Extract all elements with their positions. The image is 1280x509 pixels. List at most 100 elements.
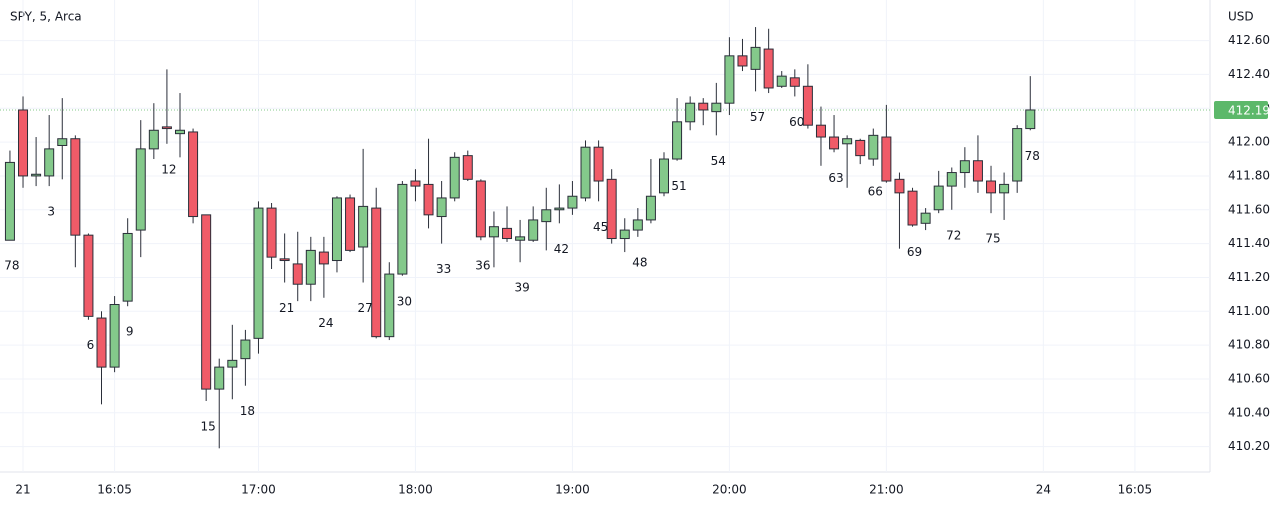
candle-body — [619, 229, 630, 240]
candle-body — [436, 197, 447, 218]
candle-body — [855, 139, 866, 157]
candle-body — [868, 134, 879, 160]
bar-number: 78 — [1025, 149, 1040, 163]
bar-number: 63 — [828, 171, 843, 185]
candle-body — [397, 183, 408, 275]
candle-body — [645, 195, 656, 221]
candle-body — [999, 183, 1010, 194]
candle-body — [1025, 109, 1036, 130]
candle-body — [606, 178, 617, 240]
bar-number: 54 — [711, 154, 726, 168]
candle-body — [201, 214, 212, 390]
candle-body — [593, 146, 604, 182]
candle-body — [174, 129, 185, 135]
candle-body — [188, 131, 199, 218]
candle-body — [358, 205, 369, 248]
candle-body — [31, 173, 42, 177]
bar-number: 27 — [357, 301, 372, 315]
candle-body — [345, 197, 356, 251]
candle-body — [632, 219, 643, 231]
candle-body — [240, 339, 251, 360]
price-unit: USD — [1228, 10, 1254, 24]
bar-number: 36 — [475, 259, 490, 273]
candle-body — [227, 359, 238, 368]
candle-body — [135, 148, 146, 231]
candle-body — [907, 190, 918, 226]
candle-body — [410, 180, 421, 187]
candle-body — [829, 136, 840, 150]
candle-body — [318, 251, 329, 265]
candle-body — [763, 48, 774, 89]
chart-title: SPY, 5, Arca — [10, 10, 82, 24]
bar-number: 57 — [750, 110, 765, 124]
candle-body — [122, 232, 133, 302]
candle-body — [462, 155, 473, 180]
bar-number: 78 — [4, 259, 19, 273]
candle-body — [515, 236, 526, 241]
candle-body — [148, 129, 159, 150]
y-tick-label: 411.80 — [1228, 168, 1270, 182]
x-tick-label: 18:00 — [398, 483, 433, 497]
bar-number: 51 — [671, 179, 686, 193]
candle-body — [266, 207, 277, 258]
candle-body — [449, 156, 460, 199]
x-tick-label: 20:00 — [712, 483, 747, 497]
x-tick-label: 24 — [1036, 483, 1051, 497]
x-tick-label: 17:00 — [241, 483, 276, 497]
candle-body — [711, 102, 722, 113]
candle-body — [946, 172, 957, 187]
candle-body — [920, 212, 931, 224]
last-price-label: 412.19 — [1228, 103, 1270, 117]
bar-number: 42 — [554, 242, 569, 256]
y-tick-label: 412.40 — [1228, 67, 1270, 81]
candle-body — [4, 161, 15, 241]
candle-body — [331, 197, 342, 262]
y-tick-label: 410.80 — [1228, 338, 1270, 352]
candle-body — [371, 207, 382, 338]
candle-body — [488, 226, 499, 238]
last-price-tag — [1214, 100, 1268, 119]
bar-number: 72 — [946, 228, 961, 242]
candle-body — [161, 126, 172, 130]
candle-body — [423, 183, 434, 216]
candle-body — [698, 102, 709, 111]
candle-body — [894, 178, 905, 194]
y-tick-label: 411.20 — [1228, 270, 1270, 284]
candle-body — [842, 138, 853, 145]
candle-body — [214, 366, 225, 390]
candle-body — [776, 75, 787, 87]
y-tick-label: 410.20 — [1228, 439, 1270, 453]
candle-body — [70, 138, 81, 236]
y-tick-label: 411.00 — [1228, 304, 1270, 318]
candle-body — [802, 85, 813, 126]
candle-body — [541, 209, 552, 223]
candle-body — [279, 258, 290, 262]
bar-number: 48 — [632, 255, 647, 269]
candle-body — [986, 180, 997, 194]
x-tick-label: 21 — [15, 483, 30, 497]
x-tick-label: 19:00 — [555, 483, 590, 497]
candle-body — [881, 136, 892, 182]
y-tick-label: 410.60 — [1228, 371, 1270, 385]
bar-number: 21 — [279, 301, 294, 315]
bar-number: 24 — [318, 316, 333, 330]
candle-body — [658, 158, 669, 194]
bar-number: 9 — [126, 325, 134, 339]
candle-body — [528, 219, 539, 241]
bar-number: 18 — [240, 404, 255, 418]
candle-body — [554, 207, 565, 211]
candle-body — [580, 146, 591, 199]
bar-number: 60 — [789, 115, 804, 129]
candle-body — [789, 77, 800, 87]
bar-number: 15 — [201, 419, 216, 433]
bar-number: 75 — [985, 232, 1000, 246]
candle-body — [567, 195, 578, 209]
x-tick-label: 16:05 — [1118, 483, 1153, 497]
bar-number: 33 — [436, 262, 451, 276]
bar-number: 30 — [397, 294, 412, 308]
candle-body — [737, 55, 748, 67]
candle-body — [724, 55, 735, 104]
bar-number: 6 — [87, 338, 95, 352]
candle-body — [685, 102, 696, 123]
candle-body — [253, 207, 264, 339]
